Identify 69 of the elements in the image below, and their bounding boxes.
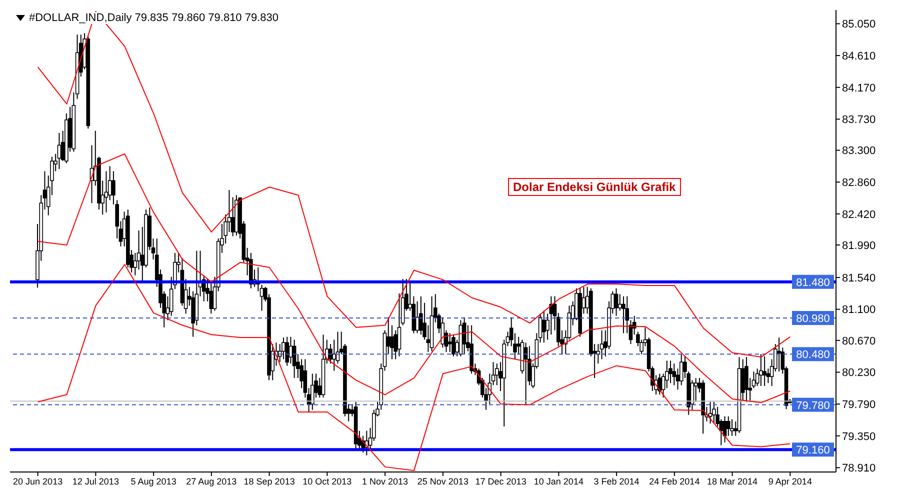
- y-tick-label: 80.230: [842, 367, 876, 380]
- x-tick-label: 18 Sep 2013: [244, 476, 295, 486]
- candlestick: [679, 354, 684, 386]
- y-tick-label: 80.670: [842, 335, 876, 348]
- x-tick-label: 5 Aug 2013: [130, 476, 176, 486]
- y-tick-label: 79.790: [842, 398, 876, 411]
- x-tick-label: 1 Nov 2013: [362, 476, 408, 486]
- y-tick-label: 85.050: [842, 18, 876, 31]
- candlestick: [285, 336, 289, 366]
- x-tick-label: 12 Jul 2013: [72, 476, 119, 486]
- candlestick: [744, 356, 748, 402]
- ref-line-label: 80.480: [796, 349, 830, 362]
- candlestick: [542, 310, 546, 344]
- candlestick: [614, 288, 618, 316]
- candlestick: [332, 339, 336, 372]
- y-tick-label: 82.860: [842, 176, 876, 189]
- candlestick: [622, 296, 626, 334]
- candlestick: [730, 418, 734, 436]
- x-tick-label: 24 Feb 2014: [649, 476, 700, 486]
- candlestick: [310, 373, 314, 410]
- x-tick-label: 17 Dec 2013: [475, 476, 526, 486]
- y-tick-label: 79.350: [842, 430, 876, 443]
- y-tick-label: 84.610: [842, 50, 876, 62]
- candlestick: [694, 378, 698, 402]
- x-tick-label: 18 Mar 2014: [707, 476, 758, 486]
- y-tick-label: 83.730: [842, 114, 876, 126]
- ref-line-label: 80.980: [796, 313, 830, 325]
- y-tick-label: 81.990: [842, 240, 876, 252]
- x-tick-label: 9 Apr 2014: [768, 476, 812, 486]
- candlestick: [448, 332, 452, 352]
- candlestick: [209, 281, 214, 314]
- candlestick: [452, 334, 456, 357]
- candlestick: [462, 316, 466, 355]
- line-series: [37, 153, 791, 404]
- line-series: [37, 264, 791, 472]
- candlestick: [288, 336, 293, 364]
- candlestick: [759, 354, 763, 386]
- candlestick: [440, 316, 445, 348]
- x-tick-label: 27 Aug 2013: [186, 476, 237, 486]
- candlestick: [777, 337, 781, 372]
- x-tick-label: 10 Jan 2014: [534, 476, 584, 486]
- x-tick-label: 20 Jun 2013: [13, 476, 63, 486]
- candlestick: [618, 294, 622, 312]
- ref-line-label: 79.780: [796, 400, 830, 412]
- y-tick-label: 82.420: [842, 208, 876, 221]
- x-tick-label: 10 Oct 2013: [302, 476, 352, 486]
- ref-line-label: 79.160: [796, 444, 830, 457]
- chart-title: #DOLLAR_IND,Daily 79.835 79.860 79.810 79.830: [29, 12, 279, 24]
- candlestick: [415, 300, 420, 334]
- x-tick-label: 3 Feb 2014: [594, 476, 640, 486]
- candlestick: [726, 416, 730, 436]
- y-tick-label: 84.170: [842, 82, 876, 94]
- y-tick-label: 78.910: [842, 462, 876, 475]
- y-tick-label: 83.300: [842, 145, 876, 158]
- candlestick: [712, 401, 716, 424]
- candlestick: [397, 292, 402, 357]
- candlestick: [668, 360, 672, 384]
- candlestick: [762, 356, 766, 386]
- ref-line-label: 81.480: [796, 276, 830, 289]
- candlestick: [549, 296, 554, 336]
- candlestick: [600, 330, 604, 360]
- x-tick-label: 25 Nov 2013: [417, 476, 468, 486]
- y-tick-label: 81.100: [842, 304, 876, 316]
- candlestick: [282, 337, 286, 360]
- y-tick-label: 81.540: [842, 272, 876, 284]
- candlestick: [419, 296, 423, 336]
- annotation: Dolar Endeksi Günlük Grafik: [508, 178, 681, 196]
- candlestick: [57, 132, 62, 170]
- candlestick: [672, 363, 676, 386]
